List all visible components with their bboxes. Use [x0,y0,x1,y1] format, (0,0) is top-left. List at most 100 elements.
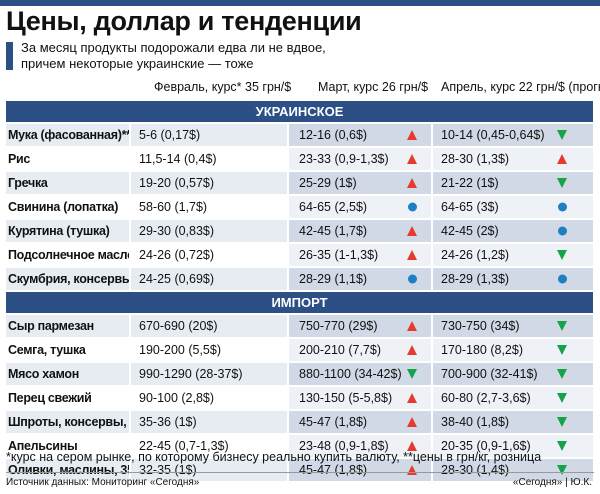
source-note: Источник данных: Мониторинг «Сегодня» [6,477,200,488]
price-march-text: 12-16 (0,6$) [299,128,368,142]
price-april-text: 28-29 (1,3$) [441,272,510,286]
table-row: Свинина (лопатка) 58-60 (1,7$) 64-65 (2,5$… [6,196,593,220]
column-header-march: Март, курс 26 грн/$ [318,80,429,94]
price-april: 28-29 (1,3$) [433,268,593,290]
price-march: 45-47 (1,8$) [289,411,433,433]
product-name-text: Скумбрия, консервы, 240 г [8,272,131,286]
table-row: Оливки, маслины, 350 г 32-35 (1$) 45-47 (1… [6,459,593,483]
price-april-text: 170-180 (8,2$) [441,343,524,357]
product-name: Курятина (тушка) [6,220,131,242]
source-divider [6,472,594,473]
table-row: Курятина (тушка) 29-30 (0,83$) 42-45 (1,7$… [6,220,593,244]
price-february: 190-200 (5,5$) [131,339,289,361]
price-february: 990-1290 (28-37$) [131,363,289,385]
price-march: 28-29 (1,1$) [289,268,433,290]
price-march: 25-29 (1$) [289,172,433,194]
trend-stable-icon [408,274,417,284]
price-april-text: 10-14 (0,45-0,64$) [441,128,545,142]
table-row: Гречка 19-20 (0,57$) 25-29 (1$) 21-22 (1$) [6,172,593,196]
product-name: Свинина (лопатка) [6,196,131,218]
price-february-text: 19-20 (0,57$) [139,176,215,190]
trend-stable-icon [558,202,567,212]
trend-down-icon [557,393,567,403]
price-february: 11,5-14 (0,4$) [131,148,289,170]
price-march: 750-770 (29$) [289,315,433,337]
table-row: Сыр пармезан 670-690 (20$) 750-770 (29$) 73… [6,315,593,339]
price-february-text: 29-30 (0,83$) [139,224,215,238]
subtitle-accent-bar [6,42,13,70]
price-april-text: 700-900 (32-41$) [441,367,538,381]
price-march-text: 23-48 (0,9-1,8$) [299,439,389,453]
product-name: Мука (фасованная)** [6,124,131,146]
price-april: 170-180 (8,2$) [433,339,593,361]
price-february: 32-35 (1$) [131,459,289,481]
price-march-text: 64-65 (2,5$) [299,200,368,214]
price-february-text: 90-100 (2,8$) [139,391,215,405]
trend-up-icon [407,130,417,140]
page-subtitle: За месяц продукты подорожали едва ли не … [21,40,326,71]
price-march: 45-47 (1,8$) [289,459,433,481]
price-april-text: 60-80 (2,7-3,6$) [441,391,531,405]
price-february-text: 24-26 (0,72$) [139,248,215,262]
trend-up-icon [407,441,417,451]
product-name-text: Мясо хамон [8,367,79,381]
trend-down-icon [557,465,567,475]
price-february: 35-36 (1$) [131,411,289,433]
product-name-text: Мука (фасованная)** [8,128,131,142]
price-february-text: 58-60 (1,7$) [139,200,208,214]
product-name: Скумбрия, консервы, 240 г [6,268,131,290]
trend-down-icon [557,250,567,260]
price-april-text: 730-750 (34$) [441,319,520,333]
trend-up-icon [407,321,417,331]
trend-up-icon [407,226,417,236]
price-april-text: 64-65 (3$) [441,200,499,214]
price-february-text: 190-200 (5,5$) [139,343,222,357]
price-march: 23-48 (0,9-1,8$) [289,435,433,457]
trend-up-icon [407,154,417,164]
product-name: Мясо хамон [6,363,131,385]
price-april-text: 38-40 (1,8$) [441,415,510,429]
price-march-text: 25-29 (1$) [299,176,357,190]
price-march: 200-210 (7,7$) [289,339,433,361]
trend-down-icon [557,369,567,379]
price-table: УКРАИНСКОЕ Мука (фасованная)** 5-6 (0,17$)… [6,101,593,483]
trend-up-icon [407,250,417,260]
product-name-text: Свинина (лопатка) [8,200,119,214]
price-march: 880-1100 (34-42$) [289,363,433,385]
price-february: 90-100 (2,8$) [131,387,289,409]
price-march: 64-65 (2,5$) [289,196,433,218]
price-april: 28-30 (1,3$) [433,148,593,170]
price-april: 700-900 (32-41$) [433,363,593,385]
price-march-text: 130-150 (5-5,8$) [299,391,393,405]
trend-up-icon [407,393,417,403]
price-february: 19-20 (0,57$) [131,172,289,194]
price-april-text: 28-30 (1,4$) [441,463,510,477]
section-header: ИМПОРТ [6,292,593,315]
table-row: Апельсины 22-45 (0,7-1,3$) 23-48 (0,9-1,8$… [6,435,593,459]
price-february-text: 24-25 (0,69$) [139,272,215,286]
price-february: 24-26 (0,72$) [131,244,289,266]
product-name-text: Семга, тушка [8,343,86,357]
product-name-text: Апельсины [8,439,78,453]
price-february: 22-45 (0,7-1,3$) [131,435,289,457]
price-february-text: 35-36 (1$) [139,415,197,429]
price-april-text: 20-35 (0,9-1,6$) [441,439,531,453]
product-name: Шпроты, консервы, 260 г [6,411,131,433]
product-name: Оливки, маслины, 350 г [6,459,131,481]
trend-up-icon [407,417,417,427]
credit-note: «Сегодня» | Ю.К. [512,477,592,488]
product-name: Семга, тушка [6,339,131,361]
price-february-text: 5-6 (0,17$) [139,128,201,142]
table-row: Шпроты, консервы, 260 г 35-36 (1$) 45-47 (… [6,411,593,435]
product-name-text: Рис [8,152,31,166]
price-march-text: 200-210 (7,7$) [299,343,382,357]
price-april-text: 24-26 (1,2$) [441,248,510,262]
price-april-text: 21-22 (1$) [441,176,499,190]
table-row: Скумбрия, консервы, 240 г 24-25 (0,69$) 28… [6,268,593,292]
price-march-text: 23-33 (0,9-1,3$) [299,152,389,166]
product-name: Апельсины [6,435,131,457]
product-name-text: Гречка [8,176,48,190]
product-name: Сыр пармезан [6,315,131,337]
column-header-april: Апрель, курс 22 грн/$ (прогноз) [441,80,600,94]
trend-up-icon [407,345,417,355]
